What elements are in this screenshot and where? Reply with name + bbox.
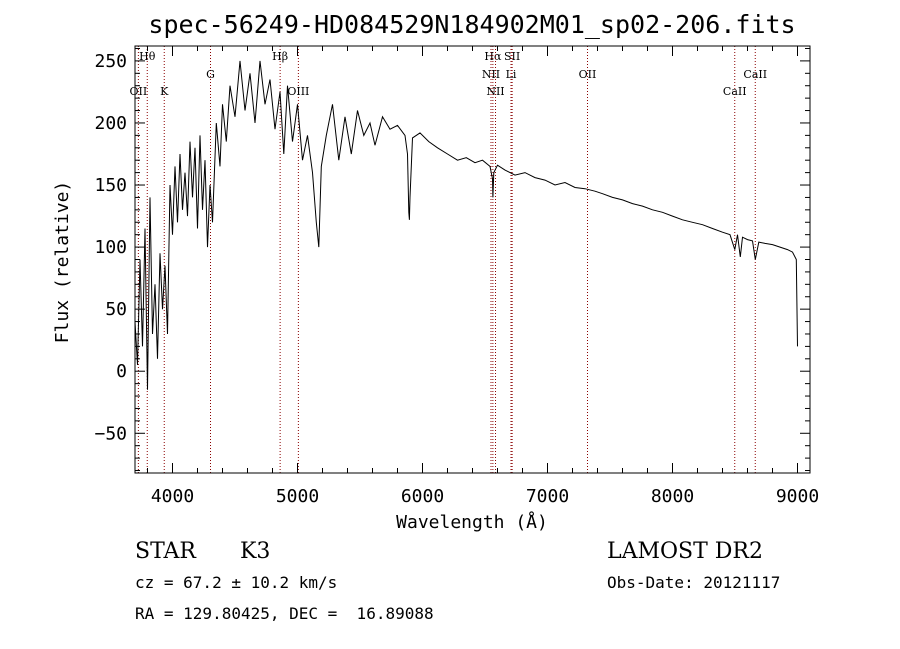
line-marker-label: CaII xyxy=(743,68,767,81)
line-marker-label: Hα xyxy=(484,50,502,63)
y-tick-label: 250 xyxy=(94,51,127,72)
line-marker-label: OII xyxy=(579,68,597,81)
observation-date: Obs-Date: 20121117 xyxy=(607,573,781,592)
y-tick-label: 0 xyxy=(116,361,127,382)
x-tick-label: 7000 xyxy=(526,486,569,507)
x-tick-label: 9000 xyxy=(776,486,819,507)
y-tick-label: −50 xyxy=(94,423,127,444)
line-marker-label: G xyxy=(206,68,215,81)
x-tick-label: 5000 xyxy=(276,486,319,507)
y-tick-label: 200 xyxy=(94,113,127,134)
y-tick-label: 100 xyxy=(94,237,127,258)
y-axis-label: Flux (relative) xyxy=(52,181,73,344)
survey-name: LAMOST DR2 xyxy=(607,539,763,564)
object-subclass: K3 xyxy=(240,539,271,564)
x-tick-label: 8000 xyxy=(651,486,694,507)
ra-dec: RA = 129.80425, DEC = 16.89088 xyxy=(135,604,434,623)
spectrum-line xyxy=(134,60,798,390)
x-axis-label: Wavelength (Å) xyxy=(396,511,548,533)
redshift-velocity: cz = 67.2 ± 10.2 km/s xyxy=(135,573,338,592)
line-marker-label: Li xyxy=(506,68,517,81)
line-marker-label: NII xyxy=(486,85,504,98)
x-tick-label: 4000 xyxy=(151,486,194,507)
line-marker-label: Hβ xyxy=(272,50,288,63)
line-marker-label: CaII xyxy=(723,85,747,98)
y-tick-label: 150 xyxy=(94,175,127,196)
line-marker-label: NII xyxy=(482,68,500,81)
chart-title: spec-56249-HD084529N184902M01_sp02-206.f… xyxy=(148,10,795,39)
line-marker-label: K xyxy=(160,85,169,98)
line-marker-label: SII xyxy=(504,50,520,63)
line-marker-label: OII xyxy=(130,85,148,98)
axes: 4000 5000 6000 7000 8000 9000 −50 0 50 100 150 200 2… xyxy=(94,45,819,507)
y-tick-label: 50 xyxy=(105,299,127,320)
plot-frame xyxy=(134,45,811,474)
line-marker-label: Hθ xyxy=(139,50,156,63)
x-tick-label: 6000 xyxy=(401,486,444,507)
object-class: STAR xyxy=(135,539,196,564)
line-marker-label: OIII xyxy=(287,85,309,98)
